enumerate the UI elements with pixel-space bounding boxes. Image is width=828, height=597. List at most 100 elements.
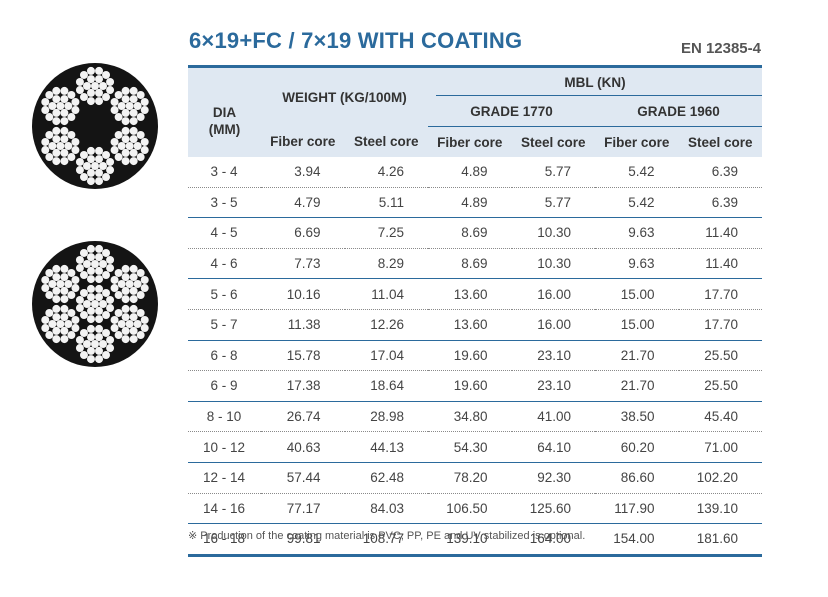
wire bbox=[121, 326, 130, 335]
weight-header: WEIGHT (KG/100M) bbox=[261, 66, 429, 127]
g1960-steel-core-cell: 45.40 bbox=[678, 401, 763, 432]
g1960-fiber-core-cell: 15.00 bbox=[595, 309, 679, 341]
wire bbox=[140, 324, 149, 333]
wire bbox=[45, 308, 54, 317]
wire bbox=[129, 273, 138, 282]
weight-steel-core-cell: 28.98 bbox=[344, 401, 429, 432]
wire bbox=[117, 102, 126, 110]
wire bbox=[114, 130, 123, 139]
weight-fiber-core-cell: 3.94 bbox=[261, 157, 345, 188]
wire bbox=[121, 95, 130, 104]
wire bbox=[114, 90, 123, 99]
wire bbox=[56, 102, 65, 110]
weight-steel-core-cell: 62.48 bbox=[344, 462, 429, 494]
dia-cell: 6 - 9 bbox=[188, 370, 261, 402]
wire bbox=[136, 90, 145, 99]
wire bbox=[41, 284, 50, 293]
wire bbox=[129, 95, 138, 104]
wire bbox=[52, 313, 61, 322]
wire bbox=[87, 306, 95, 315]
wire bbox=[52, 95, 61, 104]
wire bbox=[45, 130, 54, 139]
wire bbox=[114, 308, 123, 317]
wire bbox=[45, 291, 54, 300]
wire bbox=[129, 126, 138, 135]
wire bbox=[140, 97, 149, 106]
wire bbox=[86, 177, 95, 186]
wire bbox=[48, 102, 57, 110]
g1770-steel-core-cell: 164.00 bbox=[511, 523, 596, 556]
wire bbox=[75, 255, 84, 264]
wire bbox=[60, 135, 69, 144]
wire bbox=[79, 351, 88, 360]
wire bbox=[83, 340, 91, 348]
wire bbox=[95, 266, 103, 275]
wire bbox=[106, 264, 115, 273]
wire bbox=[95, 346, 103, 355]
g1960-steel-core-cell: 17.70 bbox=[678, 309, 763, 341]
wire bbox=[121, 148, 130, 157]
wire bbox=[99, 340, 107, 348]
g1770-steel-core-cell: 16.00 bbox=[511, 309, 596, 341]
wire bbox=[99, 300, 107, 308]
wire bbox=[45, 153, 54, 162]
wire bbox=[67, 130, 76, 139]
wire bbox=[102, 288, 111, 297]
weight-fiber-core-cell: 26.74 bbox=[261, 401, 345, 432]
wire bbox=[79, 328, 88, 337]
wire bbox=[114, 153, 123, 162]
wire bbox=[102, 248, 111, 257]
wire bbox=[140, 106, 149, 115]
wire bbox=[91, 82, 99, 90]
wire bbox=[41, 324, 50, 333]
wire bbox=[121, 86, 130, 95]
wire bbox=[75, 166, 84, 175]
g1770-steel-core-cell: 92.30 bbox=[511, 462, 596, 494]
page-title: 6×19+FC / 7×19 WITH COATING bbox=[189, 28, 523, 53]
wire bbox=[121, 304, 130, 313]
g1770-fiber-core-cell: 106.50 bbox=[428, 493, 512, 524]
g1960-steel-core-cell: 102.20 bbox=[678, 462, 763, 494]
wire bbox=[129, 313, 138, 322]
g1770-fiber-core-cell: 13.60 bbox=[428, 278, 512, 310]
wire bbox=[71, 146, 80, 155]
rope-6x19-fc-icon bbox=[32, 63, 158, 189]
g1960-fiber-core-cell: 9.63 bbox=[595, 248, 679, 279]
rope-sheath bbox=[32, 63, 158, 189]
g1770-steel-core-cell: 64.10 bbox=[511, 431, 596, 463]
g1960-fiber-core-cell: 86.60 bbox=[595, 462, 679, 494]
wire bbox=[136, 331, 145, 340]
weight-steel-core-cell: 84.03 bbox=[344, 493, 429, 524]
wire bbox=[64, 142, 73, 150]
g1960-fiber-core-cell: 5.42 bbox=[595, 187, 679, 218]
wire bbox=[60, 326, 69, 335]
wire bbox=[79, 288, 88, 297]
wire bbox=[56, 320, 65, 328]
g1770-steel-core-cell: 23.10 bbox=[511, 370, 596, 402]
wire bbox=[102, 173, 111, 182]
wire bbox=[95, 306, 103, 315]
wire bbox=[67, 308, 76, 317]
weight-steel-core-header: Steel core bbox=[344, 126, 429, 157]
wire bbox=[95, 177, 104, 186]
dia-cell: 5 - 7 bbox=[188, 309, 261, 341]
wire bbox=[52, 135, 61, 144]
wire bbox=[87, 253, 95, 262]
wire bbox=[110, 146, 119, 155]
g1770-fiber-core-cell: 34.80 bbox=[428, 401, 512, 432]
wire bbox=[129, 295, 138, 304]
wire bbox=[75, 295, 84, 304]
wire bbox=[71, 315, 80, 324]
wire bbox=[60, 148, 69, 157]
wire bbox=[95, 146, 104, 155]
table-row: 10 - 12 40.63 44.13 54.30 64.10 60.20 71.00 bbox=[188, 431, 763, 463]
g1770-steel-core-cell: 5.77 bbox=[511, 187, 596, 218]
table-row: 14 - 16 77.17 84.03 106.50 125.60 117.90 139.1… bbox=[188, 493, 763, 524]
wire bbox=[83, 162, 91, 170]
dia-cell: 6 - 8 bbox=[188, 340, 261, 371]
g1960-fiber-core-cell: 60.20 bbox=[595, 431, 679, 463]
table-row: 8 - 10 26.74 28.98 34.80 41.00 38.50 45.40 bbox=[188, 401, 763, 432]
wire bbox=[52, 286, 61, 295]
wire bbox=[60, 157, 69, 166]
wire bbox=[125, 102, 134, 110]
